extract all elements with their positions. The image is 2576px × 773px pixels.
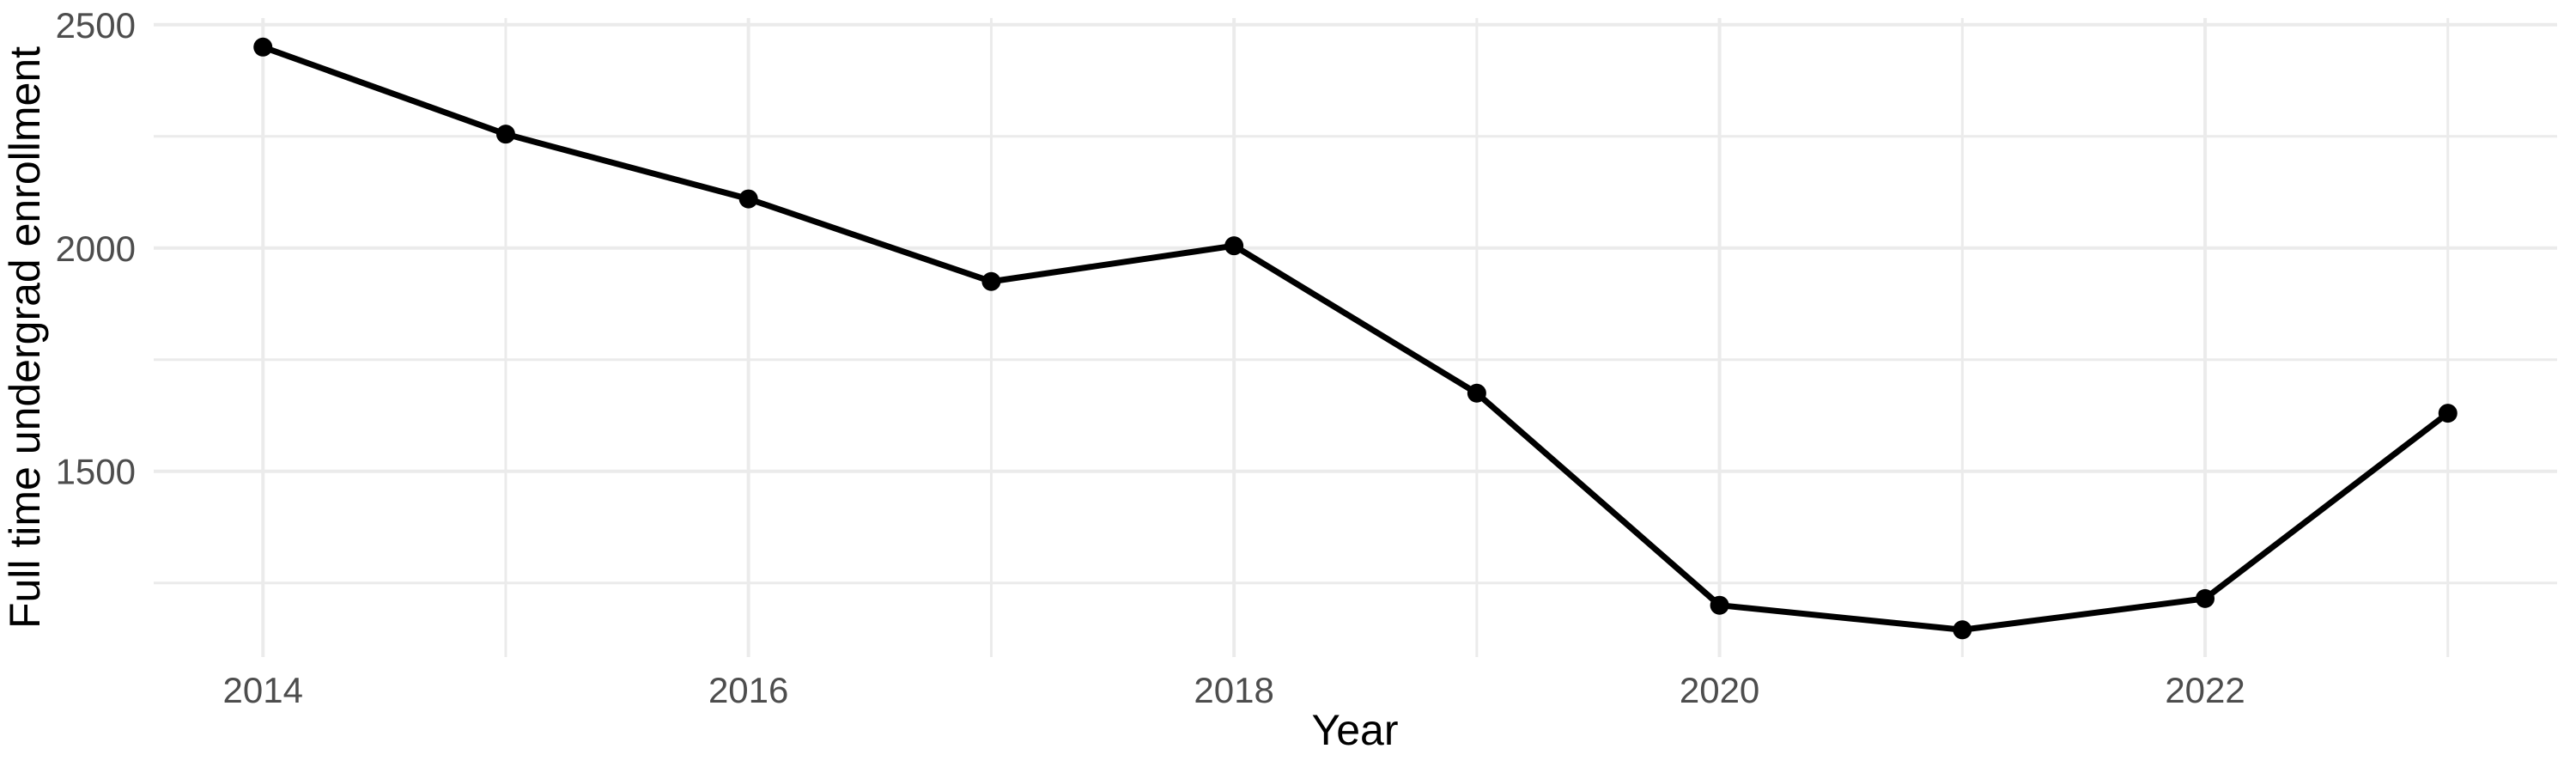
data-point <box>738 189 758 209</box>
y-tick-label: 2500 <box>56 5 136 46</box>
data-point <box>1953 620 1972 640</box>
x-axis-title: Year <box>1311 706 1398 754</box>
y-axis-tick-labels: 1500 2000 2500 <box>56 5 136 492</box>
y-axis-title: Full time undergrad enrollment <box>1 46 49 629</box>
data-point <box>495 125 515 144</box>
x-axis-tick-labels: 2014 2016 2018 2020 2022 <box>223 670 2245 710</box>
x-tick-label: 2018 <box>1194 670 1273 710</box>
x-tick-label: 2016 <box>708 670 788 710</box>
x-tick-label: 2020 <box>1680 670 1759 710</box>
data-point <box>2196 588 2215 608</box>
data-point <box>1710 595 1729 615</box>
data-point <box>253 37 273 57</box>
y-tick-label: 1500 <box>56 452 136 492</box>
data-points-group <box>253 37 2458 640</box>
gridlines-minor <box>154 18 2557 657</box>
data-point <box>981 271 1001 291</box>
data-point <box>2438 404 2458 423</box>
data-point <box>1224 236 1244 256</box>
x-tick-label: 2014 <box>223 670 303 710</box>
y-tick-label: 2000 <box>56 228 136 269</box>
data-line <box>262 44 2450 633</box>
data-point <box>1467 383 1486 403</box>
data-line-group <box>262 44 2450 633</box>
x-tick-label: 2022 <box>2165 670 2245 710</box>
gridlines-major <box>154 18 2557 657</box>
